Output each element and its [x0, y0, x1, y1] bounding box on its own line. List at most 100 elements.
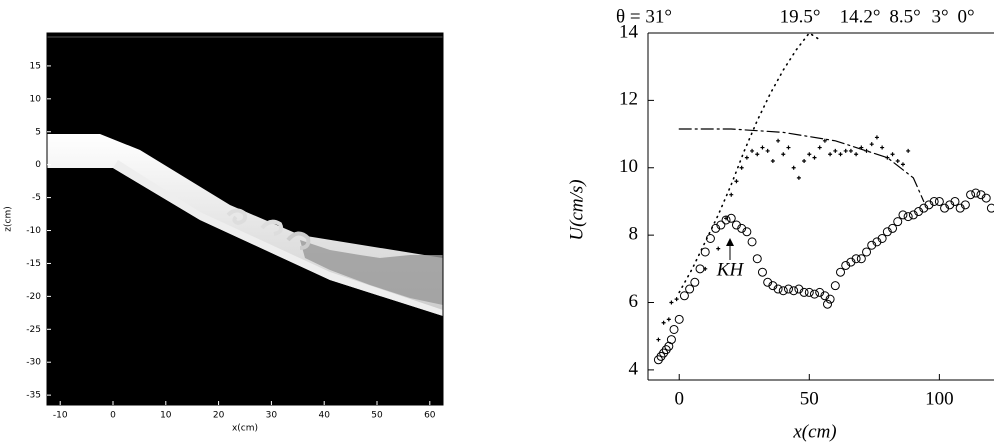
data-point: [796, 175, 801, 180]
data-point: [862, 247, 872, 257]
data-point: [737, 223, 747, 233]
y-tick-label: 10: [619, 156, 638, 177]
data-point: [914, 207, 924, 217]
data-point: [755, 152, 760, 157]
annotation: 0°: [957, 6, 974, 27]
data-point: [880, 145, 885, 150]
data-point: [669, 324, 679, 334]
annotation: 19.5°: [780, 6, 821, 27]
data-point: [807, 152, 812, 157]
data-point: [940, 203, 950, 213]
data-point: [898, 210, 908, 220]
data-point: [822, 138, 827, 143]
data-point: [744, 155, 749, 160]
data-point: [833, 148, 838, 153]
data-point: [726, 213, 736, 223]
y-tick-label: -35: [26, 391, 41, 401]
data-point: [763, 277, 773, 287]
annotation: 8.5°: [889, 6, 920, 27]
x-tick-label: 50: [800, 388, 819, 409]
data-point: [794, 284, 804, 294]
y-tick-label: -15: [26, 259, 41, 269]
data-point: [843, 148, 848, 153]
y-tick-label: -30: [26, 358, 41, 368]
y-tick-label: -25: [26, 325, 41, 335]
data-point: [841, 260, 851, 270]
x-tick-label: 60: [424, 411, 436, 421]
x-tick-label: 50: [371, 411, 383, 421]
data-point: [674, 314, 684, 324]
data-point: [695, 264, 705, 274]
data-point: [846, 257, 856, 267]
data-point: [700, 247, 710, 257]
data-point: [669, 300, 674, 305]
data-point: [752, 254, 762, 264]
data-point: [770, 159, 775, 164]
data-point: [893, 217, 903, 227]
data-point: [799, 287, 809, 297]
y-tick-label: 15: [30, 61, 41, 71]
data-point: [703, 266, 708, 271]
data-point: [747, 237, 757, 247]
data-point: [757, 267, 767, 277]
data-point: [716, 246, 721, 251]
data-point: [903, 212, 913, 222]
data-point: [825, 294, 835, 304]
data-point: [986, 203, 994, 213]
data-point: [976, 190, 986, 200]
data-point: [945, 200, 955, 210]
data-point: [760, 145, 765, 150]
x-axis-label: x(cm): [232, 424, 258, 434]
x-axis-label: x(cm): [792, 421, 836, 442]
data-point: [750, 148, 755, 153]
data-point: [739, 165, 744, 170]
x-tick-label: 0: [110, 411, 116, 421]
y-axis-label: U(cm/s): [566, 179, 587, 240]
y-tick-label: -5: [32, 193, 41, 203]
data-point: [890, 152, 895, 157]
annotation-arrowhead: [726, 238, 734, 246]
x-tick-label: 100: [925, 388, 954, 409]
data-point: [716, 220, 726, 230]
y-tick-label: 12: [619, 89, 638, 110]
data-point: [742, 227, 752, 237]
x-tick-label: 30: [266, 411, 278, 421]
data-point: [765, 148, 770, 153]
data-point: [955, 203, 965, 213]
data-point: [874, 135, 879, 140]
x-tick-label: -10: [53, 411, 68, 421]
data-point: [971, 188, 981, 198]
y-tick-label: 14: [619, 21, 639, 42]
y-axis-label: z(cm): [4, 206, 14, 231]
data-point: [817, 145, 822, 150]
data-point: [773, 284, 783, 294]
data-point: [768, 281, 778, 291]
data-point: [877, 234, 887, 244]
x-tick-label: 20: [213, 411, 225, 421]
data-point: [734, 179, 739, 184]
data-point: [776, 138, 781, 143]
y-tick-label: 5: [35, 127, 41, 137]
data-point: [934, 196, 944, 206]
data-point: [828, 152, 833, 157]
y-tick-label: 4: [629, 358, 639, 379]
data-point: [848, 148, 853, 153]
data-point: [895, 159, 900, 164]
data-point: [906, 148, 911, 153]
flow-image: [47, 33, 443, 405]
data-point: [802, 159, 807, 164]
image-frame: [46, 32, 444, 406]
data-point: [674, 297, 679, 302]
data-point: [685, 284, 695, 294]
data-point: [908, 210, 918, 220]
data-point: [783, 284, 793, 294]
x-tick-label: 40: [318, 411, 330, 421]
data-point: [721, 215, 731, 225]
data-point: [966, 190, 976, 200]
y-tick-label: 6: [629, 291, 639, 312]
data-point: [854, 152, 859, 157]
data-point: [960, 200, 970, 210]
data-point: [786, 145, 791, 150]
data-point: [900, 162, 905, 167]
y-tick-label: -10: [26, 226, 41, 236]
